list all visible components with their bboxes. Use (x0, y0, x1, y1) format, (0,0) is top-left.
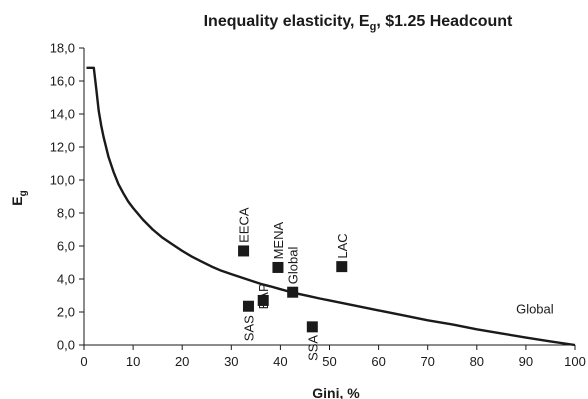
point-label-eap: EAP (256, 283, 271, 309)
point-mena (272, 261, 284, 273)
y-tick-label: 12,0 (50, 140, 75, 155)
y-tick-label: 0,0 (57, 338, 75, 353)
y-tick-label: 14,0 (50, 107, 75, 122)
chart-title-main: Inequality elasticity, E (204, 13, 370, 30)
chart-title-group: Inequality elasticity, Eg, $1.25 Headcou… (204, 13, 513, 33)
y-tick-label: 2,0 (57, 305, 75, 320)
y-tick-label: 4,0 (57, 272, 75, 287)
curve-layer (86, 66, 576, 347)
y-tick-label: 8,0 (57, 206, 75, 221)
x-tick-label: 100 (564, 354, 586, 369)
point-label-global: Global (286, 247, 301, 285)
points-layer (238, 245, 348, 333)
x-tick-label: 80 (470, 354, 484, 369)
x-axis-title: Gini, % (312, 385, 360, 399)
chart-title-sub: g (370, 21, 377, 33)
x-tick-label: 20 (175, 354, 189, 369)
x-tick-label: 30 (224, 354, 238, 369)
y-tick-label: 6,0 (57, 239, 75, 254)
point-label-sas: SAS (242, 315, 257, 341)
x-tick-label: 10 (126, 354, 140, 369)
point-eap (257, 294, 269, 306)
y-axis-title: Eg (9, 190, 29, 205)
x-tick-label: 60 (371, 354, 385, 369)
y-axis-title-sub: g (18, 190, 29, 196)
point-global (287, 286, 299, 298)
point-eeca (238, 245, 250, 257)
chart-title: Inequality elasticity, Eg, $1.25 Headcou… (204, 13, 513, 33)
point-label-eeca: EECA (237, 207, 252, 243)
chart-title-suffix: , $1.25 Headcount (376, 13, 513, 30)
y-tick-label: 10,0 (50, 173, 75, 188)
x-tick-label: 50 (322, 354, 336, 369)
y-tick-label: 16,0 (50, 74, 75, 89)
curve-annotation-global: Global (516, 302, 554, 317)
point-label-mena: MENA (271, 222, 286, 260)
point-sas (242, 300, 254, 312)
series-line-global (86, 66, 576, 347)
y-tick-label: 18,0 (50, 41, 75, 56)
x-tick-label: 90 (519, 354, 533, 369)
point-label-lac: LAC (335, 233, 350, 258)
point-ssa (306, 321, 318, 333)
x-tick-label: 0 (80, 354, 87, 369)
y-axis-title-main: E (9, 196, 25, 205)
x-tick-label: 40 (273, 354, 287, 369)
axes: 0,0 2,0 4,0 6,0 8,0 10,0 12,0 14,0 16,0 18,0 0 10 20… (50, 41, 586, 370)
point-label-ssa: SSA (305, 335, 320, 361)
point-lac (336, 261, 348, 273)
x-tick-label: 70 (420, 354, 434, 369)
